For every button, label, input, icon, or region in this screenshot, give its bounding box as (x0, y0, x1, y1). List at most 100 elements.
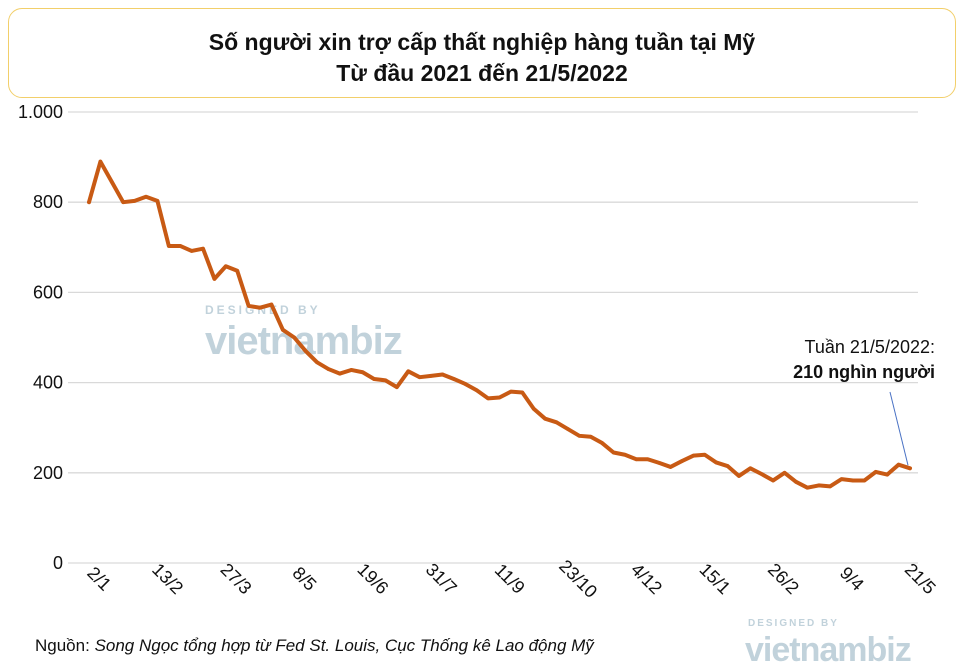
data-point (281, 328, 285, 332)
data-point (474, 388, 479, 393)
source-note: Nguồn: Song Ngọc tổng hợp từ Fed St. Lou… (35, 636, 594, 656)
data-point (771, 478, 775, 483)
data-point (725, 464, 730, 468)
x-tick-label: 4/12 (627, 559, 666, 598)
data-point (623, 452, 627, 457)
data-point (794, 480, 798, 484)
data-point (554, 420, 559, 425)
watermark-logo: vietnambiz (205, 319, 403, 363)
data-point (326, 367, 331, 371)
data-point (258, 305, 262, 310)
data-point (98, 159, 103, 164)
data-point (303, 349, 308, 353)
annotation-leader-line (889, 391, 909, 466)
data-point (110, 180, 114, 184)
data-point (645, 457, 650, 462)
data-point (235, 268, 240, 273)
y-tick-label: 800 (33, 192, 63, 212)
data-point (908, 466, 912, 471)
data-point (520, 390, 525, 395)
data-point (155, 199, 160, 203)
watermark-designed-by-corner: DESIGNED BY (748, 618, 839, 629)
data-point (816, 483, 821, 488)
x-tick-label: 15/1 (696, 559, 735, 598)
annotation-line1: Tuần 21/5/2022: (804, 337, 935, 357)
data-point (566, 427, 570, 431)
data-point (383, 378, 388, 383)
data-point (87, 200, 91, 204)
data-point (748, 466, 753, 471)
data-point (224, 264, 228, 269)
data-point (372, 377, 376, 381)
data-point (417, 375, 422, 379)
data-point (201, 246, 205, 251)
annotation-line2: 210 nghìn người (793, 362, 935, 382)
data-point (189, 249, 194, 253)
data-point (246, 304, 251, 308)
data-point (851, 478, 855, 483)
chart-subtitle: Từ đầu 2021 đến 21/5/2022 (336, 60, 628, 86)
data-point (531, 406, 536, 411)
data-point (782, 471, 787, 475)
data-point (360, 370, 365, 375)
x-tick-label: 31/7 (422, 559, 461, 598)
data-point (292, 335, 297, 340)
data-point (167, 244, 171, 248)
data-point (634, 457, 639, 462)
data-point (714, 460, 718, 465)
x-tick-label: 11/9 (491, 560, 529, 598)
data-point (452, 377, 456, 381)
data-point (440, 372, 445, 377)
x-tick-label: 8/5 (289, 563, 321, 595)
y-tick-label: 0 (53, 553, 63, 573)
data-point (406, 369, 411, 374)
data-point (668, 465, 673, 469)
data-point (680, 459, 684, 463)
data-point (805, 485, 810, 490)
data-point (463, 382, 468, 386)
data-point (885, 472, 889, 477)
y-tick-label: 600 (33, 282, 63, 302)
data-point (657, 461, 661, 465)
data-point (121, 200, 126, 204)
x-tick-label: 19/6 (353, 559, 392, 598)
y-tick-label: 1.000 (18, 102, 63, 122)
data-point (691, 453, 696, 458)
data-point (543, 416, 547, 421)
watermark-designed-by: DESIGNED BY (205, 303, 321, 317)
x-tick-label: 2/1 (83, 563, 115, 595)
data-point (269, 302, 274, 307)
data-point (702, 452, 707, 457)
x-tick-label: 21/5 (901, 559, 940, 598)
y-tick-label: 200 (33, 463, 63, 483)
data-point (144, 194, 148, 199)
data-point (896, 462, 901, 467)
x-tick-label: 27/3 (217, 559, 256, 598)
data-point (862, 478, 867, 483)
x-tick-label: 13/2 (148, 559, 187, 598)
data-point (509, 389, 513, 394)
data-point (759, 472, 764, 476)
y-tick-label: 400 (33, 373, 63, 393)
data-point (497, 395, 502, 400)
data-point (178, 244, 183, 248)
data-point (212, 277, 217, 281)
data-point (132, 199, 137, 203)
data-point (828, 484, 832, 489)
chart-title-box: Số người xin trợ cấp thất nghiệp hàng tu… (8, 8, 956, 98)
data-point (611, 450, 616, 455)
data-point (737, 474, 741, 478)
data-point (395, 385, 399, 389)
annotation: Tuần 21/5/2022: 210 nghìn người (745, 335, 935, 385)
source-text: Song Ngọc tổng hợp từ Fed St. Louis, Cục… (94, 636, 594, 655)
data-point (338, 371, 342, 376)
data-point (349, 368, 354, 372)
data-point (873, 470, 878, 474)
source-label: Nguồn: (35, 636, 90, 655)
watermark-logo-corner: vietnambiz (745, 631, 912, 669)
data-point (429, 374, 433, 378)
x-tick-label: 9/4 (836, 563, 868, 595)
data-point (588, 434, 593, 439)
data-point (577, 434, 582, 438)
